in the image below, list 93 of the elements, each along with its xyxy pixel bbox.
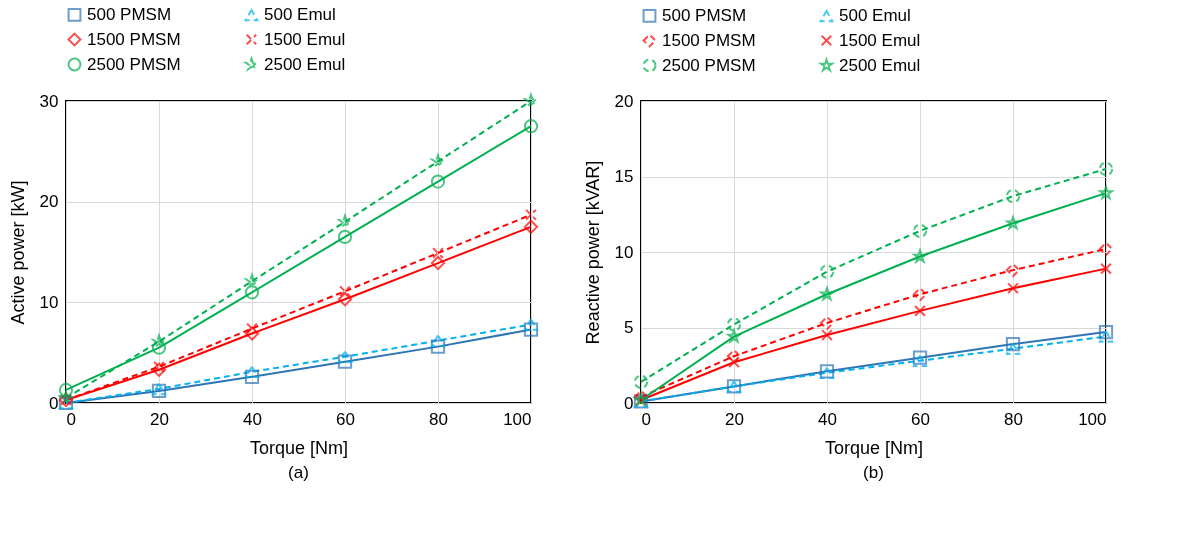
point [523,219,539,234]
point [337,350,353,363]
point [430,339,446,354]
y-tick-label: 15 [614,167,634,186]
text: (b) [863,463,884,482]
point [819,315,835,331]
point [633,374,649,389]
y-tick-label: 30 [39,91,59,111]
point [152,334,166,348]
x-tick-label: 0 [641,409,651,429]
point [522,91,538,107]
legend-label: 2500 PMSM [87,54,181,74]
x-tick-label: 80 [429,409,448,429]
y-tick-label: 5 [624,318,634,337]
point [1006,216,1020,230]
point [523,119,539,134]
legend-label: 500 Emul [264,5,336,25]
point [337,292,353,307]
point [1098,161,1114,177]
x-axis-title: Torque [Nm] [249,437,349,458]
legend-label: 1500 PMSM [87,29,181,49]
point [1005,342,1021,355]
y-tick-label: 0 [49,393,59,413]
point [525,208,537,221]
y-tick-label: 20 [39,192,59,212]
point [1099,185,1113,200]
y-tick-label: 10 [614,242,634,262]
point [337,354,353,369]
y-tick-label: 0 [624,393,634,413]
point [913,249,927,263]
point [430,255,446,271]
point [1005,263,1021,278]
point [339,285,351,298]
legend-label: 500 PMSM [87,4,172,24]
point [727,329,741,343]
point [153,360,165,373]
point [336,212,352,228]
y-tick-label: 20 [614,91,634,111]
point [726,317,742,332]
point [523,318,539,331]
point [914,304,926,317]
point [431,154,445,168]
point [523,322,539,337]
x-tick-label: 80 [1004,409,1023,429]
y-axis-title: Reactive power [kVAR] [582,160,603,345]
point [337,229,353,245]
point [244,285,260,300]
point [430,174,446,189]
y-axis-title: Active power [kW] [7,180,28,325]
point [59,390,73,404]
x-tick-label: 100 [1078,409,1107,429]
point [246,322,258,335]
point [430,334,446,347]
point [821,329,833,341]
x-tick-label: 40 [818,409,837,429]
legend-label: 1500 Emul [839,30,921,50]
legend-label: 2500 Emul [839,55,921,75]
legend-label: 2500 Emul [264,54,346,74]
x-tick-label: 100 [503,409,532,429]
point [1005,336,1021,352]
point [1098,324,1114,340]
point [912,354,928,368]
x-tick-label: 20 [725,409,744,429]
point [1007,282,1019,295]
x-tick-label: 60 [911,409,930,429]
point [728,356,740,369]
legend-label: 1500 Emul [264,29,346,49]
point [244,365,260,379]
point [58,382,74,398]
point [1005,189,1021,204]
x-tick-label: 40 [243,409,262,429]
x-tick-label: 20 [150,409,169,429]
point [151,362,167,377]
point [432,247,444,259]
point [912,223,928,238]
x-tick-label: 60 [336,409,355,429]
y-tick-label: 10 [39,292,59,312]
point [1100,262,1112,275]
legend-label: 500 PMSM [662,5,747,25]
point [1098,241,1114,257]
legend-label: 500 Emul [839,6,911,26]
x-tick-label: 0 [66,409,76,429]
point [1098,330,1114,343]
point [244,326,260,341]
x-axis-title: Torque [Nm] [824,437,924,458]
legend-label: 1500 PMSM [662,30,756,50]
point [820,287,834,301]
point [244,369,260,384]
text: (a) [288,463,309,482]
point [245,274,259,288]
point [819,264,835,279]
legend-label: 2500 PMSM [662,55,756,75]
point [151,340,167,355]
